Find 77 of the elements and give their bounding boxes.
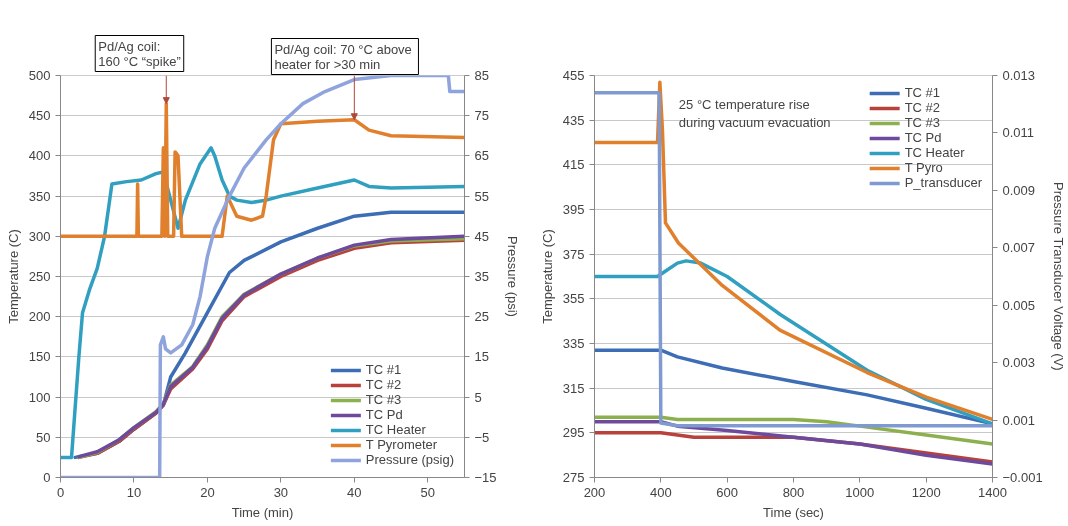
x-tick-label: 1400 — [978, 484, 1007, 500]
y2-tick-label: 55 — [474, 188, 489, 204]
x-tick-label: 50 — [420, 484, 436, 500]
y-tick-label: 400 — [28, 148, 51, 164]
y2-tick-label: 75 — [474, 108, 489, 124]
y2-tick-label: 85 — [474, 68, 489, 83]
x-tick-label: 30 — [273, 484, 289, 500]
line-series — [594, 415, 993, 446]
x-tick-label: 10 — [126, 484, 142, 500]
y2-tick-label: 25 — [474, 309, 489, 325]
legend-label: TC Pd — [904, 130, 942, 145]
y-tick-label: 200 — [28, 309, 51, 325]
y-tick-label: 300 — [28, 228, 51, 244]
legend-label: TC #1 — [365, 362, 402, 377]
y2-tick-label: 0.007 — [1002, 240, 1036, 256]
y-axis-title: Temperature (C) — [5, 229, 21, 324]
y-tick-label: 455 — [562, 68, 585, 83]
y2-tick-label: 5 — [474, 389, 482, 405]
y2-axis-title: Pressure (psi) — [504, 236, 520, 317]
y2-tick-label: 0.009 — [1002, 182, 1036, 198]
y2-tick-label: 0.001 — [1002, 412, 1036, 428]
legend-label: TC Pd — [365, 407, 403, 422]
y-tick-label: 435 — [562, 112, 585, 128]
y-tick-label: 100 — [28, 389, 51, 405]
y-axis-title: Temperature (C) — [539, 229, 555, 324]
y2-tick-label: 45 — [474, 228, 489, 244]
y-tick-label: 295 — [562, 425, 585, 441]
y-tick-label: 355 — [562, 291, 585, 307]
x-tick-label: 400 — [649, 484, 672, 500]
x-axis-title: Time (sec) — [763, 504, 824, 520]
x-tick-label: 40 — [347, 484, 362, 500]
legend-label: P_transducer — [904, 175, 982, 190]
x-tick-label: 20 — [200, 484, 215, 500]
y2-tick-label: 35 — [474, 269, 489, 284]
y2-tick-label: −15 — [474, 470, 497, 485]
x-axis-title: Time (min) — [231, 504, 294, 520]
y-tick-label: 150 — [28, 349, 51, 365]
x-tick-label: 200 — [583, 484, 606, 500]
y2-tick-label: 65 — [474, 148, 489, 164]
y-tick-label: 350 — [28, 188, 51, 204]
y2-tick-label: 0.005 — [1002, 297, 1036, 313]
y-tick-label: 395 — [562, 202, 585, 217]
y-tick-label: 50 — [36, 429, 51, 445]
y-tick-label: 450 — [28, 108, 51, 124]
y-tick-label: 415 — [562, 157, 585, 173]
annotation: 25 °C temperature rise during vacuum evacuation — [678, 96, 831, 130]
x-tick-label: 800 — [782, 484, 805, 500]
y-tick-label: 375 — [562, 246, 585, 262]
y2-tick-label: 0.011 — [1002, 125, 1035, 141]
legend-label: TC Heater — [904, 145, 965, 160]
x-tick-label: 0 — [56, 484, 65, 500]
y-tick-label: 335 — [562, 336, 585, 351]
legend-label: TC #3 — [365, 392, 402, 407]
legend-label: TC #1 — [904, 85, 941, 100]
y2-axis-title: Pressure Transducer Voltage (V) — [1050, 182, 1066, 371]
legend-label: Pressure (psig) — [365, 452, 454, 467]
y-tick-label: 275 — [562, 470, 585, 485]
annotation: Pd/Ag coil: 160 °C “spike” — [98, 38, 181, 69]
annotation: Pd/Ag coil: 70 °C above heater for >30 min — [274, 41, 412, 72]
y2-tick-label: −0.001 — [1002, 470, 1043, 485]
legend-label: TC #2 — [365, 377, 402, 392]
y-tick-label: 315 — [562, 380, 585, 396]
legend-label: TC #2 — [904, 100, 941, 115]
y2-tick-label: −5 — [474, 429, 490, 445]
y2-tick-label: 15 — [474, 349, 489, 365]
legend-label: T Pyrometer — [365, 437, 438, 452]
y2-tick-label: 0.003 — [1002, 355, 1036, 371]
x-tick-label: 1200 — [911, 484, 941, 500]
y2-tick-label: 0.013 — [1002, 68, 1036, 83]
y-tick-label: 0 — [43, 470, 51, 485]
y-tick-label: 250 — [28, 269, 51, 284]
y-tick-label: 500 — [28, 68, 51, 83]
x-tick-label: 600 — [716, 484, 739, 500]
x-tick-label: 1000 — [845, 484, 875, 500]
legend-label: TC #3 — [904, 115, 941, 130]
legend-label: TC Heater — [365, 422, 426, 437]
legend-label: T Pyro — [904, 160, 943, 175]
